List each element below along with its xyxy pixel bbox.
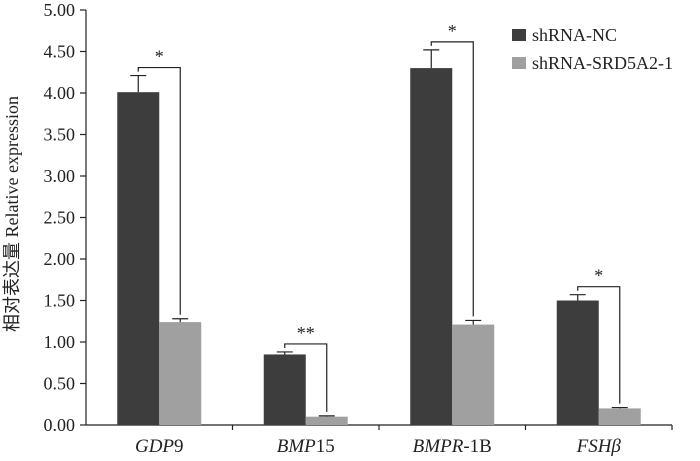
y-tick-label: 1.00 [44,332,76,352]
legend-label: shRNA-NC [532,25,617,45]
y-tick-label: 1.50 [44,291,76,311]
y-tick-label: 0.00 [44,415,76,435]
y-tick-label: 3.50 [44,125,76,145]
significance-bracket [137,66,181,315]
significance-markers: ***** [137,21,621,412]
chart-legend: shRNA-NC shRNA-SRD5A2-1 [512,25,673,73]
y-tick-label: 0.50 [44,374,76,394]
significance-bracket [430,41,474,317]
legend-label: shRNA-SRD5A2-1 [532,53,673,73]
x-tick-label-suffix: 9 [174,436,184,457]
significance-bracket [284,343,328,412]
x-tick-label: BMPR-1B [413,436,492,457]
bar-shRNA-SRD5A2-1 [598,408,641,425]
y-tick-label: 2.50 [44,208,76,228]
y-tick-label: 5.00 [44,0,76,20]
significance-label: * [594,266,603,286]
x-tick-label-italic: BMP [277,436,316,457]
x-tick-label-suffix: -1B [463,436,492,457]
x-tick-label: BMP15 [277,436,335,457]
bar-shRNA-NC [117,92,160,426]
significance-label: * [155,47,164,67]
y-tick-label: 2.00 [44,249,76,269]
x-tick-label-italic: FSHβ [576,436,622,457]
y-axis-label: 相对表达量 Relative expression [2,96,22,332]
chart-axes: 0.00 0.50 1.00 1.50 2.00 2.50 3.00 3.50 4.00 4.50… [44,0,673,457]
bar-shRNA-SRD5A2-1 [305,416,348,425]
x-tick-label: FSHβ [576,436,622,457]
bar-shRNA-SRD5A2-1 [452,324,495,425]
bar-shRNA-NC [410,68,453,425]
x-tick-label: GDP9 [135,436,184,457]
significance-bracket [577,286,621,404]
bar-shRNA-SRD5A2-1 [159,322,202,425]
x-tick-label-italic: BMPR [413,436,464,457]
significance-label: * [448,21,457,41]
bar-shRNA-NC [263,354,306,425]
x-tick-label-suffix: 15 [316,436,335,457]
y-tick-label: 4.00 [44,83,76,103]
y-tick-label: 3.00 [44,166,76,186]
y-tick-label: 4.50 [44,42,76,62]
legend-swatch [512,57,526,69]
significance-label: ** [297,323,315,343]
legend-swatch [512,29,526,41]
bar-shRNA-NC [556,300,599,425]
x-tick-label-italic: GDP [135,436,174,457]
chart-bars [117,49,641,426]
